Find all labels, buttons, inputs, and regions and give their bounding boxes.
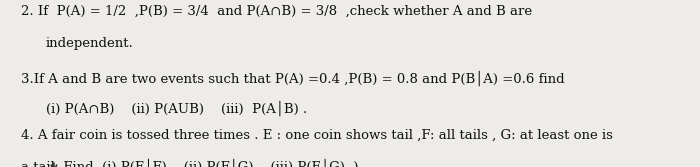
Text: independent.: independent. <box>46 37 133 50</box>
Text: (i) P(A∩B)    (ii) P(AUB)    (iii)  P(A│B) .: (i) P(A∩B) (ii) P(AUB) (iii) P(A│B) . <box>46 100 307 116</box>
Text: a tail. Find  (i) P(E│F)    (ii) P(F│G)    (iii) P(E│G)  ): a tail. Find (i) P(E│F) (ii) P(F│G) (iii… <box>21 159 358 167</box>
Text: 4. A fair coin is tossed three times . E : one coin shows tail ,F: all tails , G: 4. A fair coin is tossed three times . E… <box>21 129 613 142</box>
Text: 2. If  P(A) = 1/2  ,P(B) = 3/4  and P(A∩B) = 3/8  ,check whether A and B are: 2. If P(A) = 1/2 ,P(B) = 3/4 and P(A∩B) … <box>21 5 532 18</box>
Text: 3.If A and B are two events such that P(A) =0.4 ,P(B) = 0.8 and P(B│A) =0.6 find: 3.If A and B are two events such that P(… <box>21 70 565 86</box>
